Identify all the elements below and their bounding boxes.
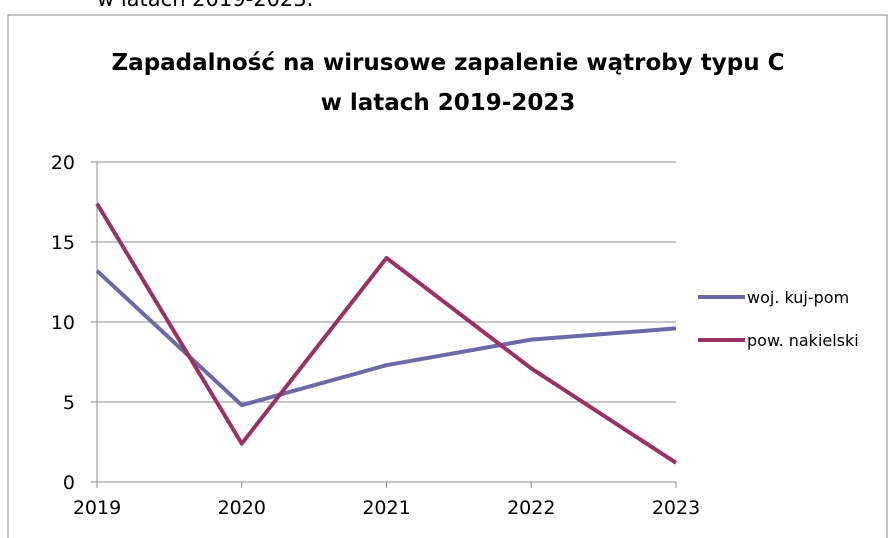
line-series	[95, 202, 678, 465]
legend-label: woj. kuj-pom	[747, 288, 849, 307]
x-tick-label: 2020	[218, 497, 266, 519]
y-tick-label: 15	[51, 232, 75, 254]
chart-border	[7, 14, 888, 538]
y-tick-label: 20	[51, 152, 75, 174]
chart-title: w latach 2019-2023	[321, 90, 576, 116]
x-tick-label: 2022	[507, 497, 555, 519]
chart-title: Zapadalność na wirusowe zapalenie wątrob…	[112, 50, 785, 76]
y-tick-label: 5	[63, 392, 75, 414]
x-tick-label: 2019	[73, 497, 121, 519]
legend-label: pow. nakielski	[747, 331, 859, 350]
y-tick-label: 0	[63, 472, 75, 494]
line-series	[95, 269, 677, 408]
x-tick-label: 2023	[652, 497, 700, 519]
caption: w latach 2019-2023.	[97, 0, 313, 11]
y-tick-label: 10	[51, 312, 75, 334]
x-tick-label: 2021	[362, 497, 410, 519]
